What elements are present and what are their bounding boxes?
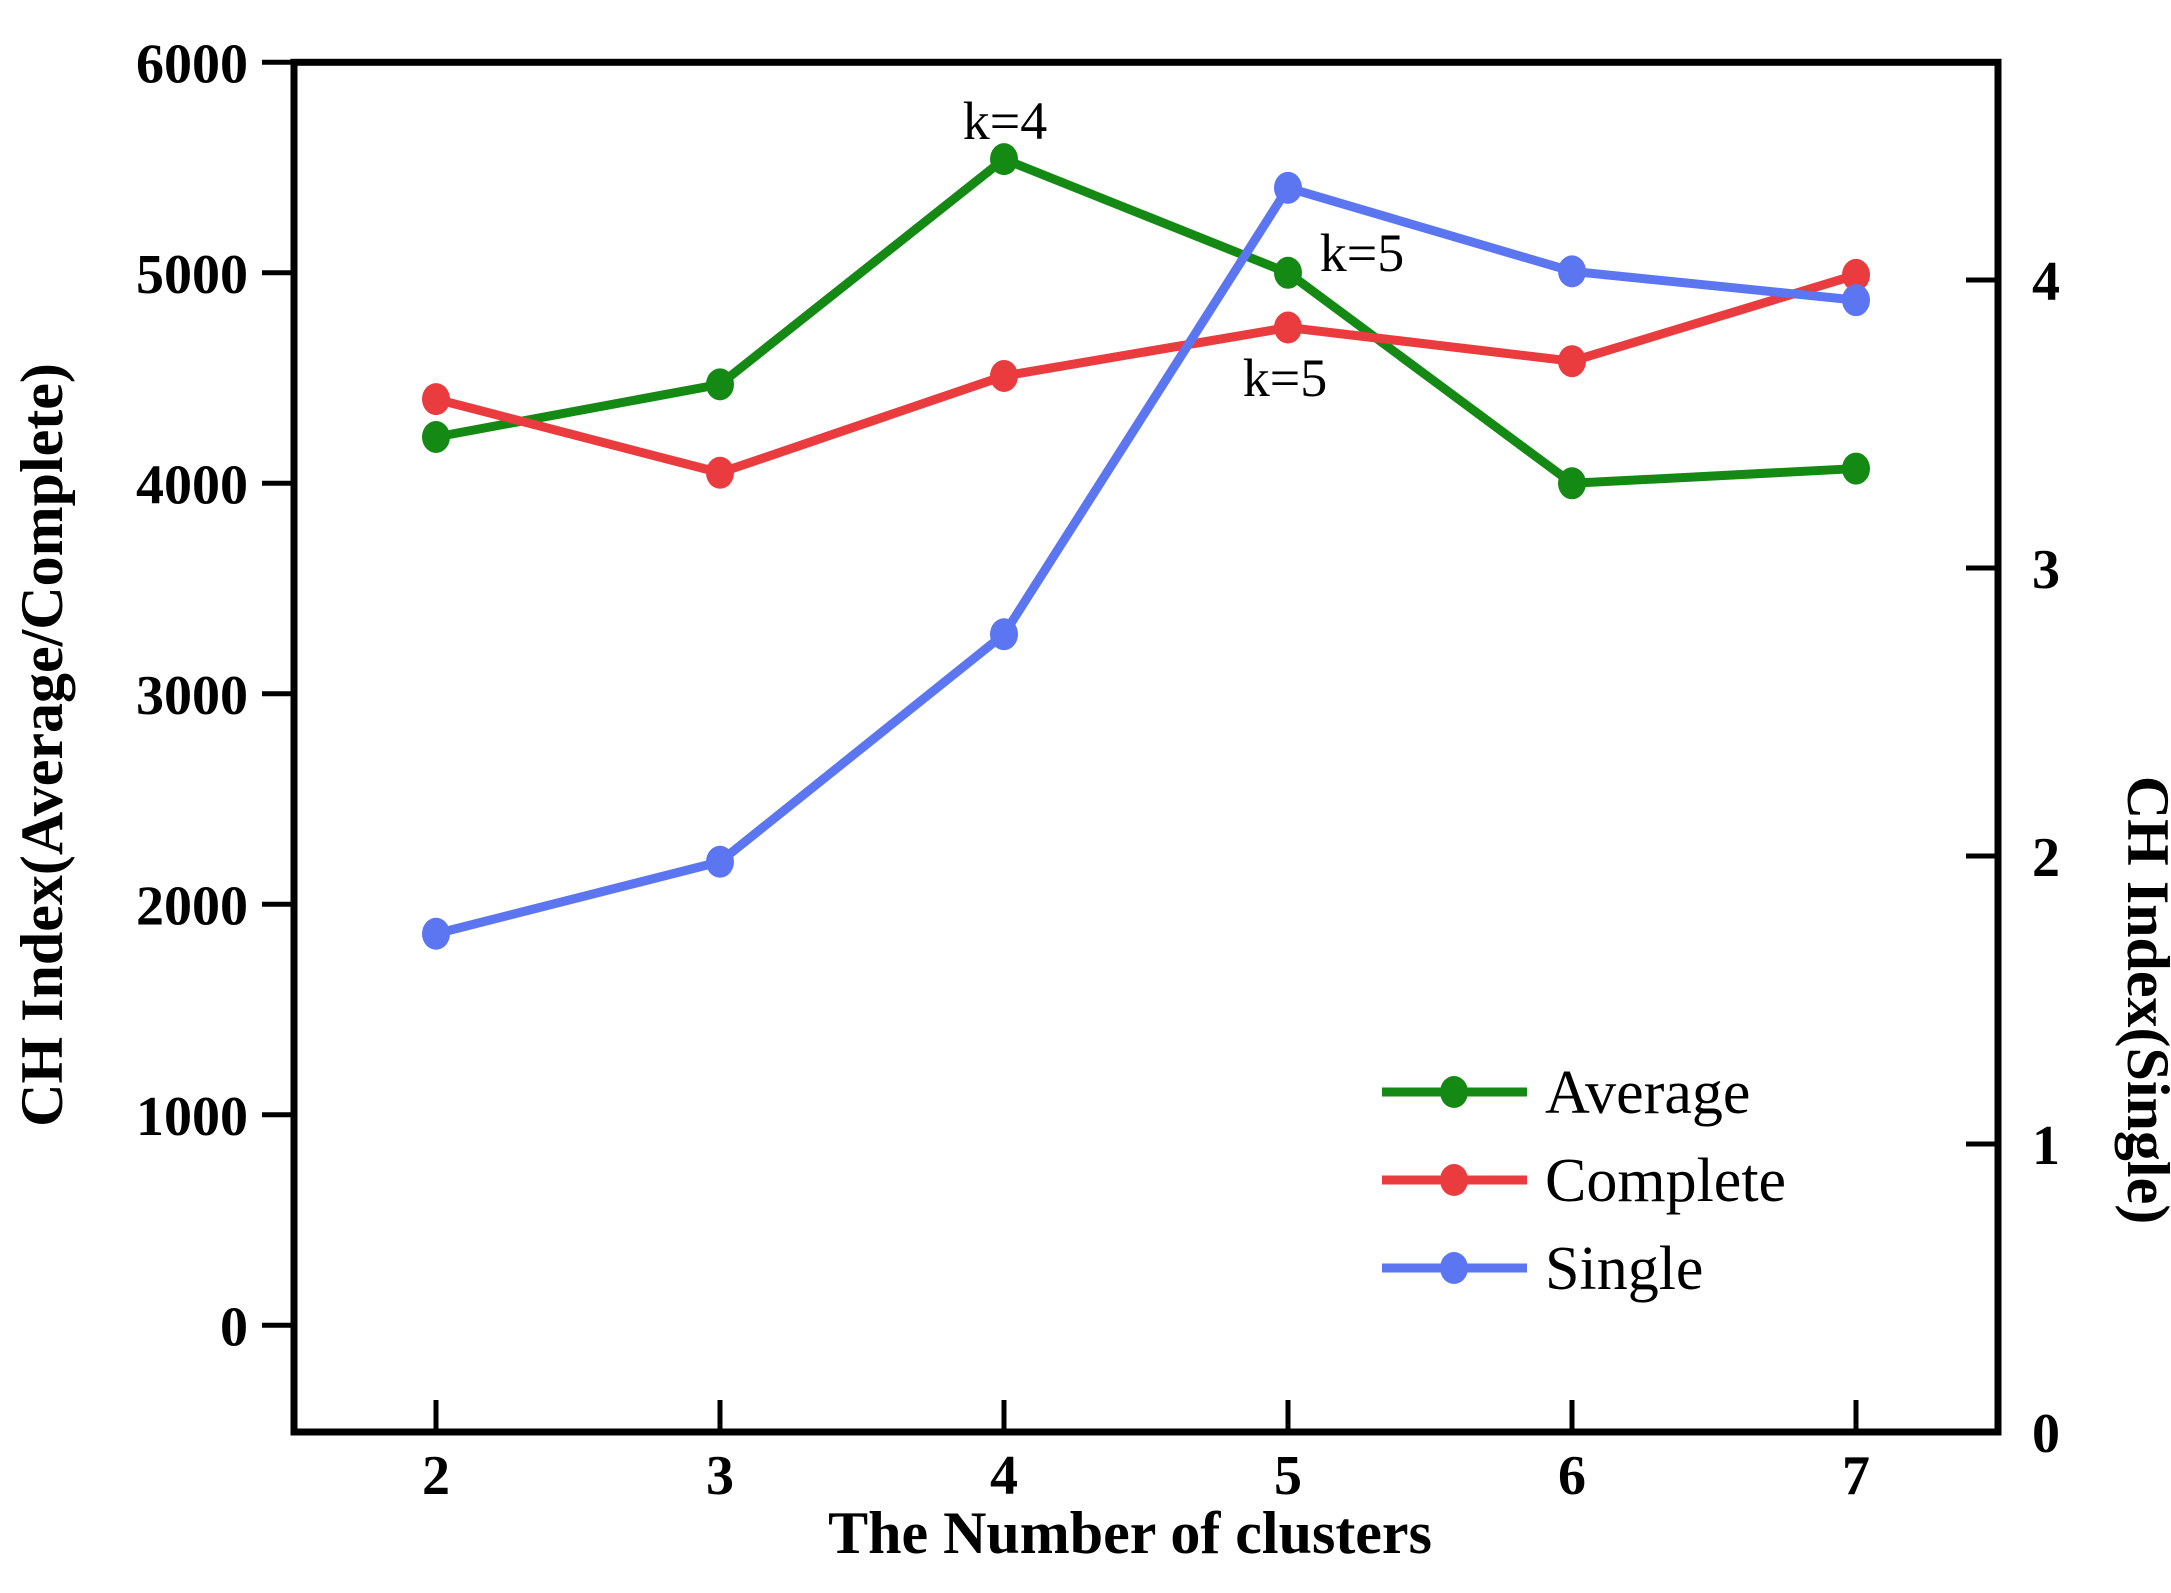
series-marker-single bbox=[1842, 284, 1870, 317]
left-axis-tick-label: 6000 bbox=[136, 33, 248, 95]
left-axis-tick-label: 4000 bbox=[136, 454, 248, 516]
annotation-k-4: k=4 bbox=[963, 91, 1047, 151]
series-marker-average bbox=[706, 368, 734, 401]
legend-label-average: Average bbox=[1545, 1059, 1750, 1127]
series-marker-average bbox=[422, 420, 450, 453]
left-axis-tick-label: 3000 bbox=[136, 665, 248, 727]
series-marker-average bbox=[1558, 467, 1586, 500]
plot-border bbox=[290, 58, 2002, 1436]
right-axis-tick-label: 0 bbox=[2032, 1403, 2060, 1465]
annotation-k-5: k=5 bbox=[1243, 348, 1327, 408]
legend-marker-complete bbox=[1440, 1164, 1468, 1196]
x-axis-tick-label: 6 bbox=[1558, 1445, 1586, 1507]
series-line-average bbox=[431, 154, 1861, 488]
series-marker-average bbox=[1274, 256, 1302, 289]
series-marker-single bbox=[1274, 171, 1302, 204]
series-line-complete bbox=[431, 270, 1861, 478]
x-axis-tick-label: 5 bbox=[1274, 1445, 1302, 1507]
left-axis-tick-label: 5000 bbox=[136, 244, 248, 306]
series-marker-single bbox=[990, 618, 1018, 651]
x-axis-tick-label: 4 bbox=[990, 1445, 1018, 1507]
legend-marker-average bbox=[1440, 1076, 1468, 1108]
series-marker-complete bbox=[706, 456, 734, 489]
left-axis-tick-label: 2000 bbox=[136, 875, 248, 937]
legend-marker-single bbox=[1440, 1252, 1468, 1284]
right-axis-title: CH Index(Single) bbox=[2115, 776, 2171, 1224]
right-axis-tick-label: 1 bbox=[2032, 1115, 2060, 1177]
series-marker-complete bbox=[422, 383, 450, 416]
series-marker-average bbox=[990, 143, 1018, 176]
series-marker-average bbox=[1842, 452, 1870, 485]
right-axis-tick-label: 3 bbox=[2032, 539, 2060, 601]
series-marker-single bbox=[422, 917, 450, 950]
x-axis-title: The Number of clusters bbox=[828, 1500, 1432, 1566]
series-marker-single bbox=[1558, 255, 1586, 288]
legend-label-complete: Complete bbox=[1545, 1147, 1786, 1215]
right-axis-tick-label: 4 bbox=[2032, 251, 2060, 313]
series-line-single bbox=[431, 183, 1861, 939]
series-marker-complete bbox=[1558, 345, 1586, 378]
annotation-k-5: k=5 bbox=[1320, 223, 1404, 283]
left-axis-tick-label: 0 bbox=[220, 1296, 248, 1358]
series-marker-single bbox=[706, 845, 734, 878]
series-marker-complete bbox=[1842, 258, 1870, 291]
x-axis-tick-label: 7 bbox=[1842, 1445, 1870, 1507]
left-axis-title: CH Index(Average/Complete) bbox=[9, 363, 75, 1127]
series-marker-complete bbox=[1274, 311, 1302, 344]
x-axis-tick-label: 3 bbox=[706, 1445, 734, 1507]
series-marker-complete bbox=[990, 359, 1018, 392]
left-axis-tick-label: 1000 bbox=[136, 1086, 248, 1148]
legend-label-single: Single bbox=[1545, 1235, 1703, 1303]
x-axis-tick-label: 2 bbox=[422, 1445, 450, 1507]
right-axis-tick-label: 2 bbox=[2032, 827, 2060, 889]
